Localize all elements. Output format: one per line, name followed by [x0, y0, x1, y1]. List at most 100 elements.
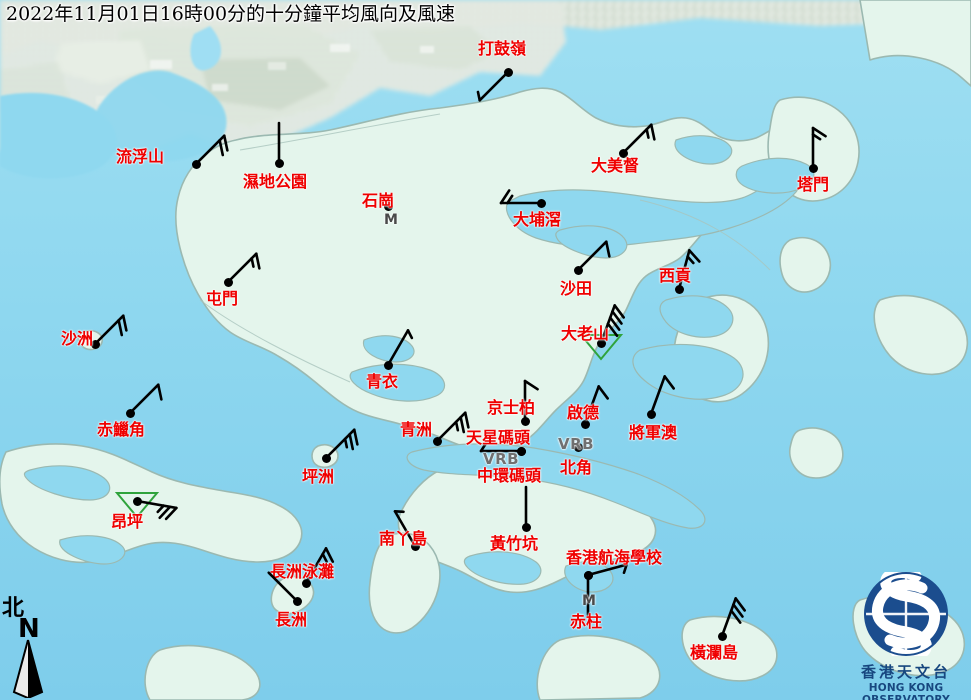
wind-barb-icon: [524, 485, 528, 529]
compass-label-cn: 北: [2, 595, 25, 621]
station-marker-dot: [90, 339, 100, 349]
wind-barb-icon: [304, 547, 335, 585]
station-label: 北角: [560, 458, 593, 477]
station-label: 沙田: [560, 279, 593, 298]
station-label: 塔門: [797, 175, 830, 194]
station-marker-dot: [583, 570, 593, 580]
station-label: 坪洲: [302, 467, 335, 486]
wind-barb-icon: [226, 252, 261, 284]
wind-barb-icon: [499, 189, 543, 205]
station-marker-dot: [596, 338, 606, 348]
wind-barb-icon: [93, 314, 128, 346]
station-marker-dot: [717, 631, 727, 641]
wind-barb-icon: [114, 492, 178, 521]
station-marker-dot: [580, 419, 590, 429]
station-label: 南丫島: [379, 529, 428, 548]
station-marker-dot: [321, 453, 331, 463]
gust-triangle-icon: [114, 492, 160, 519]
wind-barb-icon: [267, 571, 299, 603]
wind-barb-icon: [586, 573, 590, 617]
station-label: 中環碼頭: [477, 466, 542, 485]
station-marker-dot: [125, 408, 135, 418]
station-marker-dot: [503, 67, 513, 77]
compass-needle-icon: [12, 639, 44, 698]
wind-barb-icon: [649, 375, 675, 416]
wind-barb-icon: [476, 70, 510, 102]
missing-data-symbol: M: [384, 212, 398, 228]
station-label: 橫瀾島: [690, 643, 739, 662]
station-marker-dot: [292, 596, 302, 606]
station-label: 青洲: [400, 420, 433, 439]
station-marker-dot: [432, 436, 442, 446]
station-marker-dot: [674, 284, 684, 294]
wind-barb-icon: [621, 123, 656, 155]
wind-barb-icon: [324, 428, 359, 460]
station-label: 屯門: [206, 289, 239, 308]
station-label: 將軍澳: [629, 423, 678, 442]
wind-barb-icon: [194, 134, 229, 166]
station-marker-dot: [808, 163, 818, 173]
wind-barb-icon: [523, 379, 539, 423]
wind-barb-icon: [578, 304, 625, 361]
station-marker-dot: [618, 148, 628, 158]
gust-triangle-icon: [578, 334, 624, 361]
logo-name-cn: 香港天文台: [860, 663, 951, 681]
wind-barb-icon: [128, 383, 163, 415]
station-marker-dot: [223, 277, 233, 287]
station-label: 沙洲: [61, 329, 94, 348]
station-marker-dot: [301, 578, 311, 588]
hko-emblem-icon: [864, 567, 948, 661]
station-label: 石崗: [362, 191, 395, 210]
wind-barb-icon: [393, 510, 417, 548]
station-marker-dot: [521, 522, 531, 532]
station-label: 赤柱: [570, 612, 603, 631]
wind-barb-icon: [677, 249, 701, 291]
station-label: 京士柏: [487, 398, 536, 417]
station-marker-dot: [191, 159, 201, 169]
station-label: 赤鱲角: [97, 420, 146, 439]
station-label: 大老山: [561, 324, 610, 343]
variable-wind-symbol: VRB: [558, 435, 595, 453]
station-marker-dot: [573, 442, 583, 452]
station-label: 啟德: [567, 403, 600, 422]
compass-label-en: N: [18, 614, 40, 644]
station-marker-dot: [520, 416, 530, 426]
hko-logo: 香港天文台 HONG KONG OBSERVATORY: [848, 567, 964, 700]
station-label: 長洲泳灘: [270, 562, 335, 581]
wind-barb-icon: [277, 121, 281, 165]
station-marker-dot: [516, 446, 526, 456]
station-marker-dot: [536, 198, 546, 208]
wind-barb-icon: [583, 385, 609, 426]
station-label: 西貢: [659, 266, 692, 285]
station-marker-dot: [646, 409, 656, 419]
wind-barb-icon: [586, 563, 628, 577]
logo-name-en: HONG KONG OBSERVATORY: [862, 682, 950, 700]
station-label: 青衣: [366, 372, 399, 391]
station-label: 打鼓嶺: [478, 39, 527, 58]
station-label: 大美督: [591, 156, 640, 175]
compass-rose: 北 N: [2, 592, 62, 698]
station-label: 香港航海學校: [566, 548, 663, 567]
station-marker-dot: [573, 265, 583, 275]
station-marker-dot: [132, 496, 142, 506]
variable-wind-symbol: VRB: [483, 450, 520, 468]
wind-barb-icon: [576, 240, 611, 272]
wind-barb-icon: [811, 126, 827, 170]
wind-barb-icon: [720, 597, 746, 638]
page-title: 2022年11月01日16時00分的十分鐘平均風向及風速: [6, 3, 456, 25]
wind-barb-icon: [479, 442, 523, 453]
station-label: 昂坪: [111, 512, 144, 531]
station-label: 黃竹坑: [490, 534, 539, 553]
station-label: 流浮山: [116, 147, 165, 166]
missing-data-symbol: M: [582, 593, 596, 609]
station-marker-dot: [383, 201, 393, 211]
station-label: 長洲: [275, 610, 308, 629]
wind-barb-icon: [435, 411, 470, 443]
station-marker-dot: [410, 541, 420, 551]
station-label: 濕地公園: [243, 172, 308, 191]
station-label: 大埔滘: [513, 210, 562, 229]
wind-barb-icon: [386, 329, 414, 367]
station-label: 天星碼頭: [466, 428, 531, 447]
station-marker-dot: [274, 158, 284, 168]
